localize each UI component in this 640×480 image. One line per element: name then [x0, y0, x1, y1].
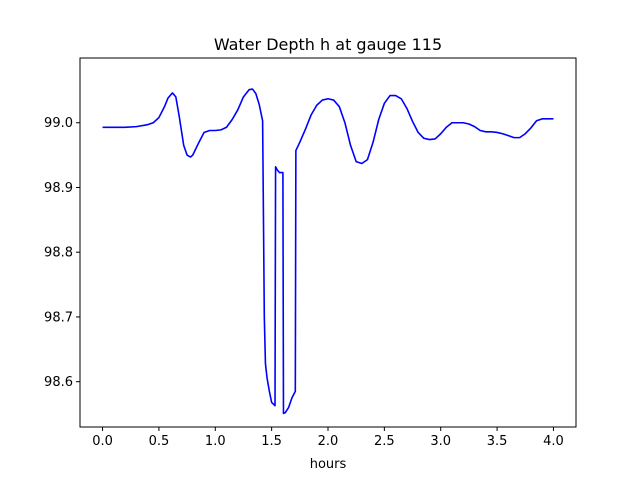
x-tick-label: 3.0: [430, 434, 451, 449]
series-line-0: [102, 88, 554, 415]
chart-title: Water Depth h at gauge 115: [214, 35, 442, 54]
x-axis-ticks: 0.0 0.5 1.0 1.5 2.0 2.5 3.0 3.5 4.0: [92, 427, 564, 449]
y-tick-label: 98.9: [44, 181, 73, 196]
plot-area-frame: [79, 57, 577, 428]
y-tick-label: 98.8: [44, 246, 73, 261]
x-tick-label: 2.0: [318, 434, 339, 449]
y-tick-label: 98.7: [44, 310, 73, 325]
y-axis-ticks: 98.6 98.7 98.8 98.9 99.0: [44, 116, 80, 390]
x-tick-label: 4.0: [543, 434, 564, 449]
y-tick-label: 99.0: [44, 116, 73, 131]
x-tick-label: 0.5: [149, 434, 170, 449]
series-layer: [102, 88, 554, 415]
x-tick-label: 2.5: [374, 434, 395, 449]
y-tick-label: 98.6: [44, 375, 73, 390]
x-tick-label: 3.5: [487, 434, 508, 449]
x-tick-label: 0.0: [92, 434, 113, 449]
x-tick-label: 1.0: [205, 434, 226, 449]
x-tick-label: 1.5: [261, 434, 282, 449]
x-axis-label: hours: [310, 457, 347, 472]
